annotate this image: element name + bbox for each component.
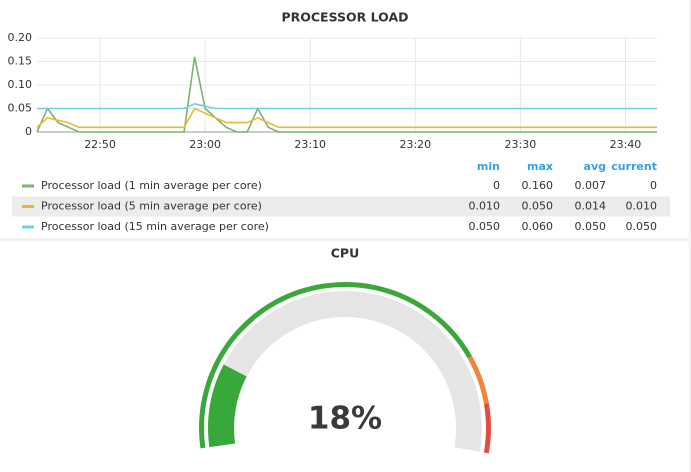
y-tick-label: 0.15 [8, 55, 33, 68]
legend-stat: 0.007 [575, 179, 607, 192]
x-tick-label: 23:30 [505, 138, 537, 151]
x-tick-label: 23:00 [189, 138, 221, 151]
legend-stat: 0.050 [575, 220, 607, 233]
gauge-value-label: 18% [308, 401, 382, 437]
legend-stat: 0 [493, 179, 500, 192]
legend-stat: 0.050 [522, 200, 554, 213]
x-tick-label: 22:50 [84, 138, 116, 151]
legend-stat: 0.160 [522, 179, 554, 192]
y-tick-label: 0.20 [8, 31, 33, 44]
legend-column-header: avg [584, 160, 606, 173]
legend-label: Processor load (1 min average per core) [41, 179, 262, 192]
legend-column-header: min [477, 160, 500, 173]
y-tick-label: 0 [25, 125, 32, 138]
gauge-track [207, 291, 482, 452]
legend-label: Processor load (5 min average per core) [41, 200, 262, 213]
gauge-value [207, 364, 247, 448]
threshold-band [483, 403, 491, 454]
graph-title: PROCESSOR LOAD [281, 10, 408, 25]
legend-swatch [22, 225, 34, 229]
legend-column-header: current [611, 160, 657, 173]
series-line [36, 107, 657, 129]
legend-stat: 0.014 [575, 200, 607, 213]
series-line [36, 56, 657, 133]
legend-row-highlight [12, 196, 670, 217]
y-tick-label: 0.05 [8, 102, 33, 115]
legend-stat: 0.010 [626, 200, 658, 213]
gauge-title: CPU [331, 246, 360, 261]
x-tick-label: 23:40 [610, 138, 642, 151]
threshold-band [467, 355, 489, 404]
legend-stat: 0.050 [626, 220, 658, 233]
y-tick-label: 0.10 [8, 78, 33, 91]
legend-stat: 0.060 [522, 220, 554, 233]
legend-swatch [22, 205, 34, 208]
legend-stat: 0.010 [469, 200, 501, 213]
legend-swatch [22, 184, 34, 188]
legend-column-header: max [527, 160, 553, 173]
legend-stat: 0 [650, 179, 657, 192]
legend-label: Processor load (15 min average per core) [41, 220, 269, 233]
x-tick-label: 23:20 [399, 138, 431, 151]
x-tick-label: 23:10 [294, 138, 326, 151]
gauge-panel [0, 241, 689, 472]
legend-stat: 0.050 [469, 220, 501, 233]
series-line [37, 102, 657, 110]
